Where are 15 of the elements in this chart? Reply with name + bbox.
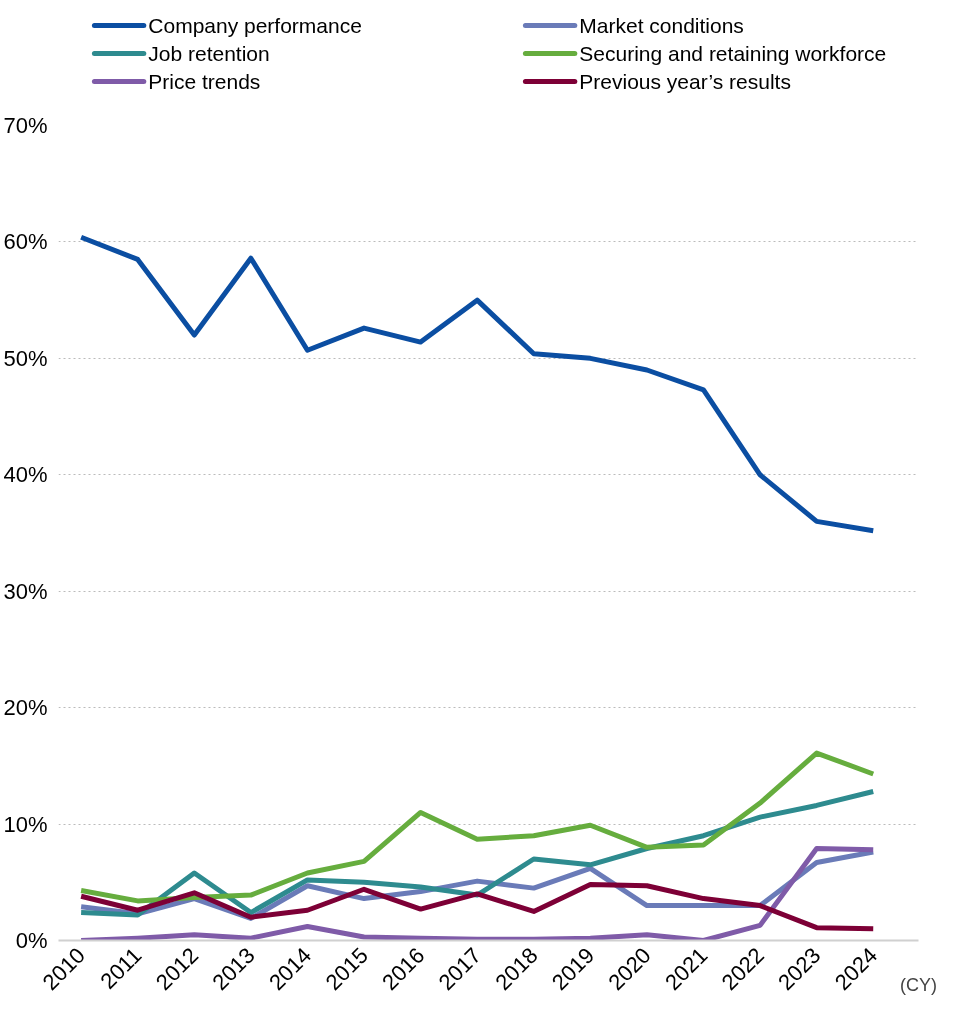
legend-label: Market conditions — [579, 14, 744, 37]
y-tick-label: 70% — [3, 113, 48, 138]
y-tick-label: 30% — [3, 578, 48, 604]
y-tick-label: 0% — [15, 928, 48, 953]
legend-label: Previous year’s results — [579, 70, 791, 93]
y-tick-label: 60% — [3, 229, 48, 255]
x-axis-title: (CY) — [900, 974, 937, 995]
legend-label: Price trends — [148, 70, 261, 93]
legend-label: Job retention — [148, 42, 270, 65]
y-tick-label: 20% — [3, 695, 48, 721]
legend-label: Company performance — [148, 14, 362, 37]
y-tick-label: 10% — [3, 811, 48, 837]
legend-label: Securing and retaining workforce — [579, 42, 887, 65]
y-tick-label: 40% — [3, 462, 48, 488]
y-tick-label: 50% — [3, 345, 48, 371]
